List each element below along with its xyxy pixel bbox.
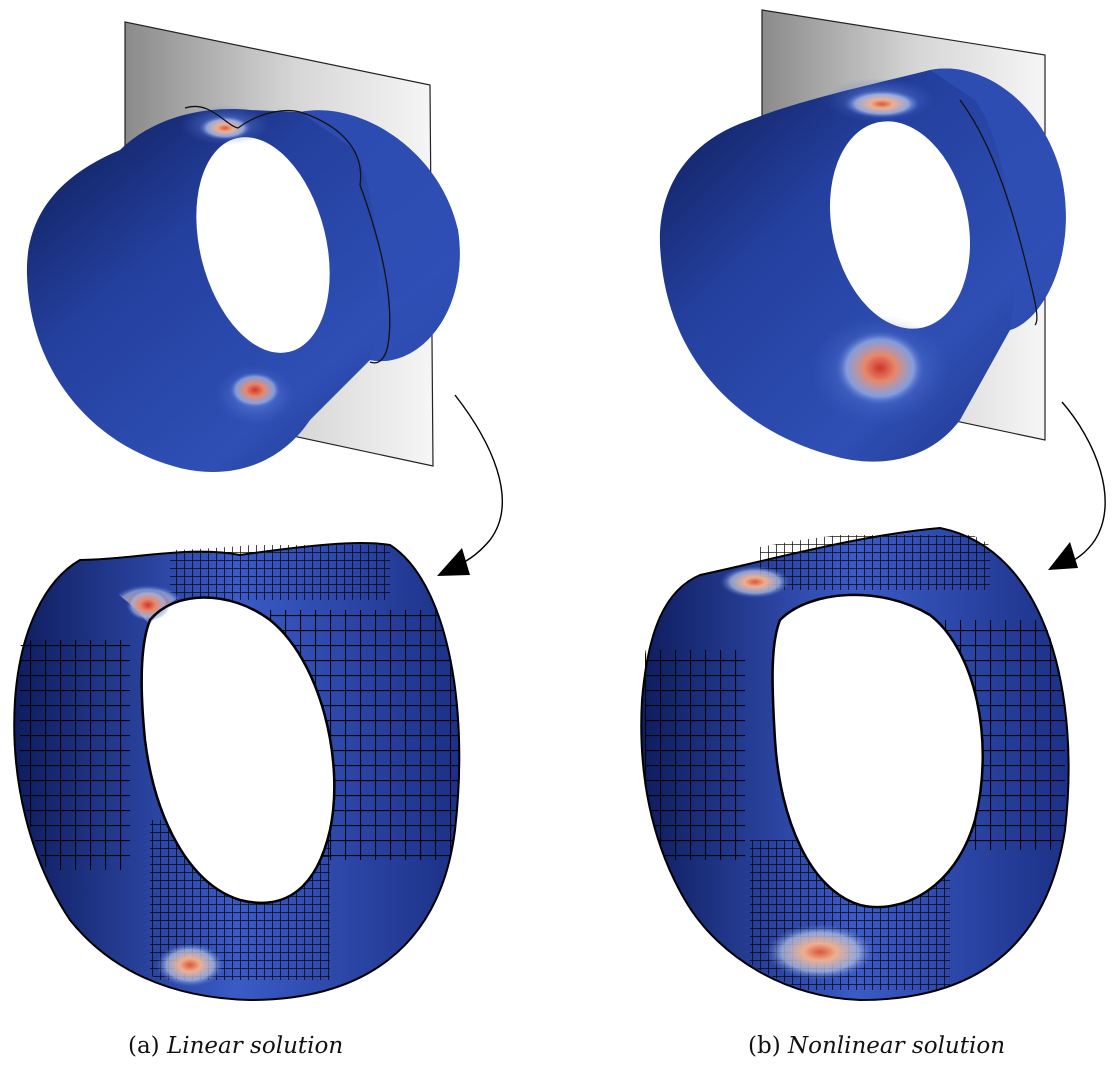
caption-a: (a) Linear solution xyxy=(128,1033,343,1059)
ring-hotspot-b-lower xyxy=(765,924,875,980)
ring-hotspot-a-upper xyxy=(126,589,170,621)
stress-hotspot-a-upper xyxy=(199,116,251,140)
panel-b-top xyxy=(659,9,1066,462)
ring-hotspot-b-upper xyxy=(720,566,790,598)
cylinder-opening-b xyxy=(829,121,971,329)
arrowhead-b-icon xyxy=(1048,542,1078,570)
cylinder-opening-a xyxy=(196,137,330,353)
stress-hotspot-b-upper xyxy=(844,90,920,118)
ring-opening-b xyxy=(772,594,983,908)
stress-hotspot-b-lower xyxy=(835,330,925,406)
caption-b-tag: (b) xyxy=(748,1033,781,1059)
caption-b: (b) Nonlinear solution xyxy=(748,1033,1005,1059)
caption-b-text: Nonlinear solution xyxy=(787,1033,1006,1059)
caption-a-tag: (a) xyxy=(128,1033,160,1059)
panel-b-bottom xyxy=(640,526,1070,1002)
stress-hotspot-a-lower xyxy=(229,372,281,408)
curved-arrow-a-icon xyxy=(449,394,504,569)
panel-a-top xyxy=(26,21,460,472)
curved-arrow-b-icon xyxy=(1061,401,1106,567)
caption-a-text: Linear solution xyxy=(166,1033,344,1059)
arrowhead-a-icon xyxy=(437,548,470,576)
ring-hotspot-a-lower xyxy=(156,943,224,987)
ring-opening-a xyxy=(141,597,335,903)
panel-a-bottom xyxy=(13,542,461,1002)
